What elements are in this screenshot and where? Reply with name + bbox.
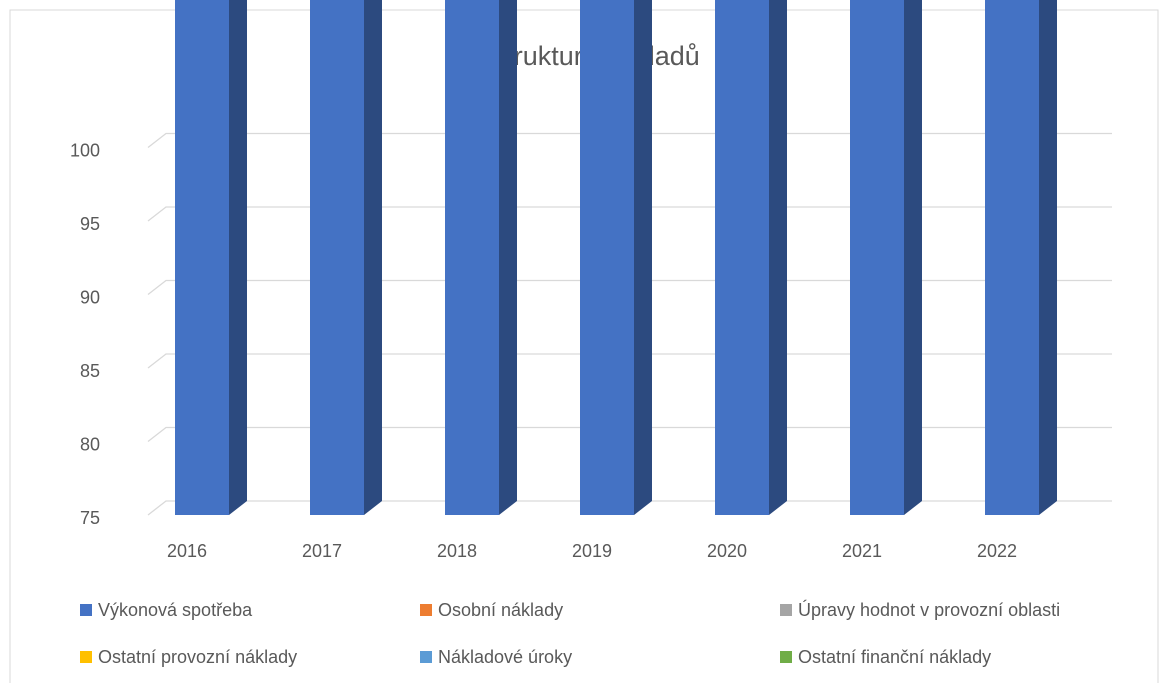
grid-line (147, 353, 1112, 369)
x-tick-label: 2022 (977, 541, 1017, 561)
legend-label: Osobní náklady (438, 600, 563, 620)
legend-swatch (420, 604, 432, 616)
legend-label: Ostatní finanční náklady (798, 647, 991, 667)
grid-line (147, 279, 1112, 296)
legend-swatch (780, 604, 792, 616)
y-tick-label: 100 (70, 140, 100, 160)
bar (580, 0, 634, 515)
legend-swatch (780, 651, 792, 663)
x-tick-label: 2019 (572, 541, 612, 561)
x-tick-label: 2020 (707, 541, 747, 561)
x-tick-label: 2021 (842, 541, 882, 561)
legend-swatch (80, 651, 92, 663)
bar-side (769, 0, 787, 515)
bar-side (499, 0, 517, 515)
legend-label: Nákladové úroky (438, 647, 572, 667)
legend-label: Výkonová spotřeba (98, 600, 253, 620)
bar-side (634, 0, 652, 515)
bar-side (904, 0, 922, 515)
legend-swatch (420, 651, 432, 663)
bar-side (1039, 0, 1057, 515)
x-tick-label: 2017 (302, 541, 342, 561)
grid-line (147, 206, 1112, 222)
y-tick-label: 80 (80, 434, 100, 454)
legend-label: Ostatní provozní náklady (98, 647, 297, 667)
legend-swatch (80, 604, 92, 616)
x-tick-label: 2018 (437, 541, 477, 561)
bar (310, 0, 364, 515)
y-tick-label: 75 (80, 508, 100, 528)
grid-line (147, 132, 1112, 149)
bar (850, 0, 904, 515)
bar (715, 0, 769, 516)
bar (175, 0, 229, 515)
grid-line (147, 500, 1112, 516)
grid-line (147, 426, 1112, 443)
y-tick-label: 85 (80, 361, 100, 381)
bar (445, 0, 499, 515)
y-tick-label: 90 (80, 287, 100, 307)
legend-label: Úpravy hodnot v provozní oblasti (798, 599, 1060, 620)
bar-side (364, 0, 382, 515)
bar (985, 0, 1039, 515)
y-tick-label: 95 (80, 214, 100, 234)
x-tick-label: 2016 (167, 541, 207, 561)
bar-side (229, 0, 247, 515)
